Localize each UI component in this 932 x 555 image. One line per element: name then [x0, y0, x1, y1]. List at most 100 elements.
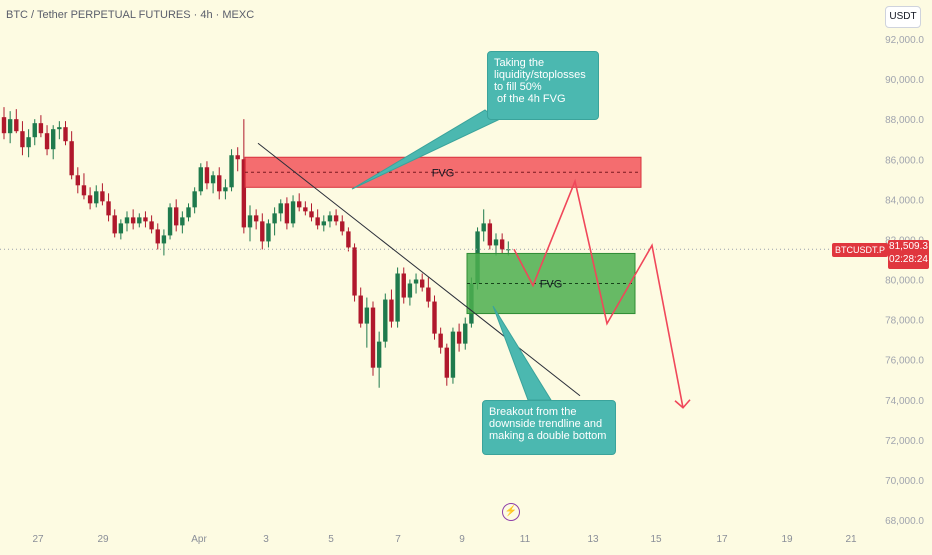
candle-body [32, 123, 37, 138]
candle-body [481, 223, 486, 232]
price-tick-label: 86,000.0 [885, 155, 924, 166]
time-tick-label: 11 [520, 534, 531, 545]
downside-trendline [257, 142, 581, 397]
candle-body [413, 279, 419, 284]
candle-body [450, 331, 456, 378]
candle-body [14, 119, 19, 132]
price-tick-label: 72,000.0 [885, 436, 924, 447]
candle-body [204, 167, 210, 184]
candle-body [333, 215, 339, 222]
candle-body [106, 201, 111, 216]
candle-body [75, 175, 80, 186]
candle-body [487, 223, 493, 246]
time-axis: 27 29 Apr 3 5 7 9 11 13 15 17 19 21 [32, 534, 857, 545]
candle-body [444, 347, 449, 378]
currency-selector[interactable]: USDT [885, 6, 921, 28]
candle-body [420, 279, 425, 288]
price-tick-label: 78,000.0 [885, 316, 924, 327]
candle-body [499, 239, 505, 250]
candle-body [493, 239, 499, 246]
price-tick-label: 70,000.0 [885, 476, 924, 487]
symbol-title: BTC / Tether PERPETUAL FUTURES · 4h · ME… [6, 9, 255, 21]
candle-body [38, 123, 44, 134]
candle-body [321, 221, 326, 226]
candle-body [51, 129, 56, 150]
candle-body [149, 221, 154, 230]
time-tick-label: 19 [781, 534, 793, 545]
price-tick-label: 68,000.0 [885, 516, 924, 527]
candle-body [223, 187, 228, 192]
candle-body [229, 155, 234, 188]
candle-body [260, 221, 265, 242]
candle-body [26, 137, 31, 148]
candle-body [112, 215, 117, 234]
candle-body [290, 201, 296, 224]
price-tick-label: 74,000.0 [885, 396, 924, 407]
candle-body [44, 133, 50, 150]
time-tick-label: 21 [845, 534, 857, 545]
time-tick-label: 15 [650, 534, 662, 545]
price-tick-label: 90,000.0 [885, 75, 924, 86]
candle-body [309, 211, 314, 218]
candle-body [506, 249, 511, 251]
price-tick-label: 76,000.0 [885, 356, 924, 367]
candle-body [20, 131, 25, 148]
time-tick-label: Apr [191, 534, 207, 545]
candle-body [253, 215, 259, 222]
candle-body [456, 331, 462, 344]
candle-body [432, 301, 437, 334]
candle-body [192, 191, 197, 208]
candle-body [57, 127, 62, 130]
candle-body [247, 215, 253, 228]
candle-body [278, 203, 283, 214]
flash-icon[interactable]: ⚡ [502, 503, 520, 521]
candle-body [124, 217, 130, 224]
time-tick-label: 5 [328, 534, 334, 545]
candle-body [7, 119, 13, 134]
candle-body [340, 221, 345, 232]
time-tick-label: 17 [716, 534, 728, 545]
last-price-tag: 81,509.3 02:28:24 [888, 240, 929, 269]
time-tick-label: 29 [97, 534, 109, 545]
time-tick-label: 27 [32, 534, 44, 545]
fvg-lower-label: FVG [540, 279, 563, 291]
candle-body [352, 247, 357, 296]
candle-body [315, 217, 320, 226]
candle-body [358, 295, 363, 324]
candle-body [118, 223, 124, 234]
candle-body [174, 207, 179, 226]
candle-body [327, 215, 333, 222]
candle-body [346, 231, 351, 248]
candle-body [69, 141, 74, 176]
candle-body [180, 217, 185, 226]
price-tick-label: 84,000.0 [885, 195, 924, 206]
price-tick-label: 92,000.0 [885, 35, 924, 46]
candle-body [137, 217, 142, 224]
candle-body [63, 127, 68, 142]
candle-body [370, 307, 376, 368]
candle-body [235, 155, 240, 160]
candle-body [426, 287, 431, 302]
candle-body [395, 273, 400, 322]
candle-body [217, 175, 222, 192]
candle-body [266, 223, 271, 242]
candle-body [186, 207, 191, 218]
projection-path [513, 178, 684, 408]
time-tick-label: 7 [395, 534, 401, 545]
candle-body [161, 235, 167, 244]
candle-body [130, 217, 136, 224]
candle-body [100, 191, 105, 202]
candle-body [364, 307, 370, 324]
projection-arrowhead [674, 399, 691, 409]
candle-body [297, 201, 302, 208]
candle-body [87, 195, 93, 204]
candle-body [143, 217, 148, 222]
candle-body [376, 341, 382, 368]
time-tick-label: 3 [263, 534, 269, 545]
time-tick-label: 9 [459, 534, 465, 545]
fvg-upper-label: FVG [432, 167, 455, 179]
candle-body [81, 185, 87, 196]
